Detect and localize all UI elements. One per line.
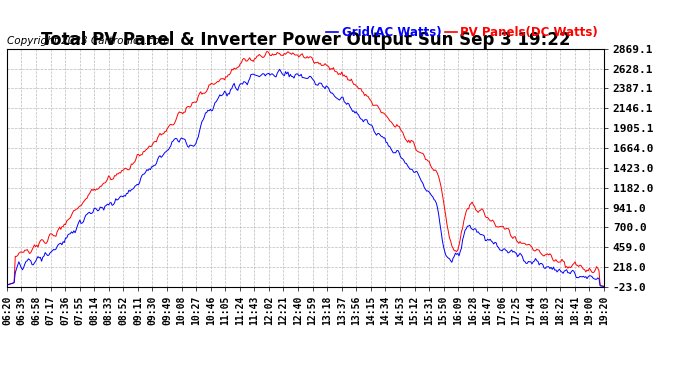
- Text: Copyright 2023 Cartronics.com: Copyright 2023 Cartronics.com: [7, 36, 170, 46]
- Title: Total PV Panel & Inverter Power Output Sun Sep 3 19:22: Total PV Panel & Inverter Power Output S…: [41, 31, 570, 49]
- Legend: Grid(AC Watts), PV Panels(DC Watts): Grid(AC Watts), PV Panels(DC Watts): [326, 26, 598, 39]
